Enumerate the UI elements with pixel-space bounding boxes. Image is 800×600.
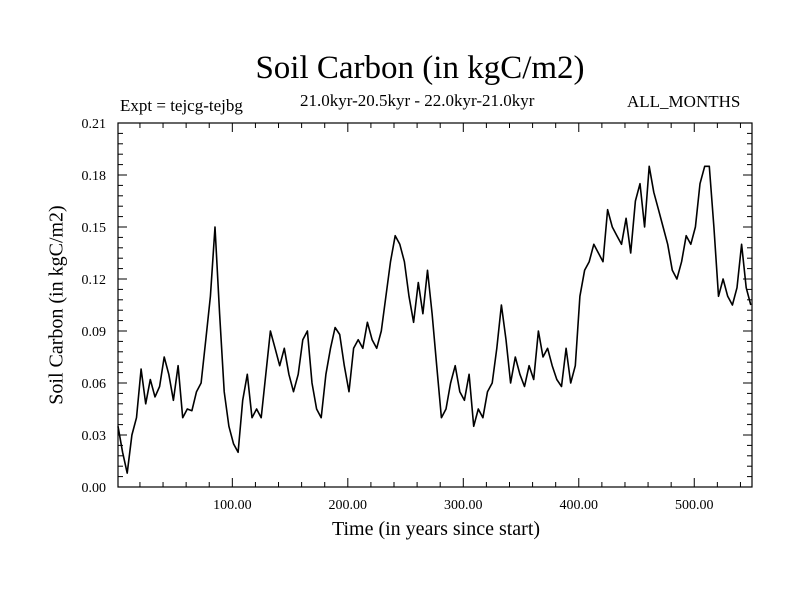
period-label: ALL_MONTHS xyxy=(627,92,741,111)
series-line xyxy=(117,165,752,474)
y-tick-label: 0.21 xyxy=(82,117,107,132)
x-tick-label: 200.00 xyxy=(329,498,368,513)
y-tick-label: 0.09 xyxy=(82,325,107,340)
y-tick-label: 0.12 xyxy=(82,273,107,288)
y-tick-label: 0.06 xyxy=(82,377,107,392)
plot-frame xyxy=(117,122,753,488)
y-tick-label: 0.03 xyxy=(82,429,107,444)
chart-subtitle: 21.0kyr-20.5kyr - 22.0kyr-21.0kyr xyxy=(300,91,535,110)
x-tick-label: 300.00 xyxy=(444,498,483,513)
x-tick-label: 400.00 xyxy=(560,498,599,513)
y-tick-label: 0.00 xyxy=(82,481,107,496)
y-tick-label: 0.18 xyxy=(82,169,107,184)
y-tick-label: 0.15 xyxy=(82,221,107,236)
chart-title: Soil Carbon (in kgC/m2) xyxy=(255,50,585,86)
x-axis-label: Time (in years since start) xyxy=(331,518,541,540)
x-tick-label: 100.00 xyxy=(213,498,252,513)
experiment-label: Expt = tejcg-tejbg xyxy=(120,96,243,115)
x-tick-label: 500.00 xyxy=(675,498,714,513)
